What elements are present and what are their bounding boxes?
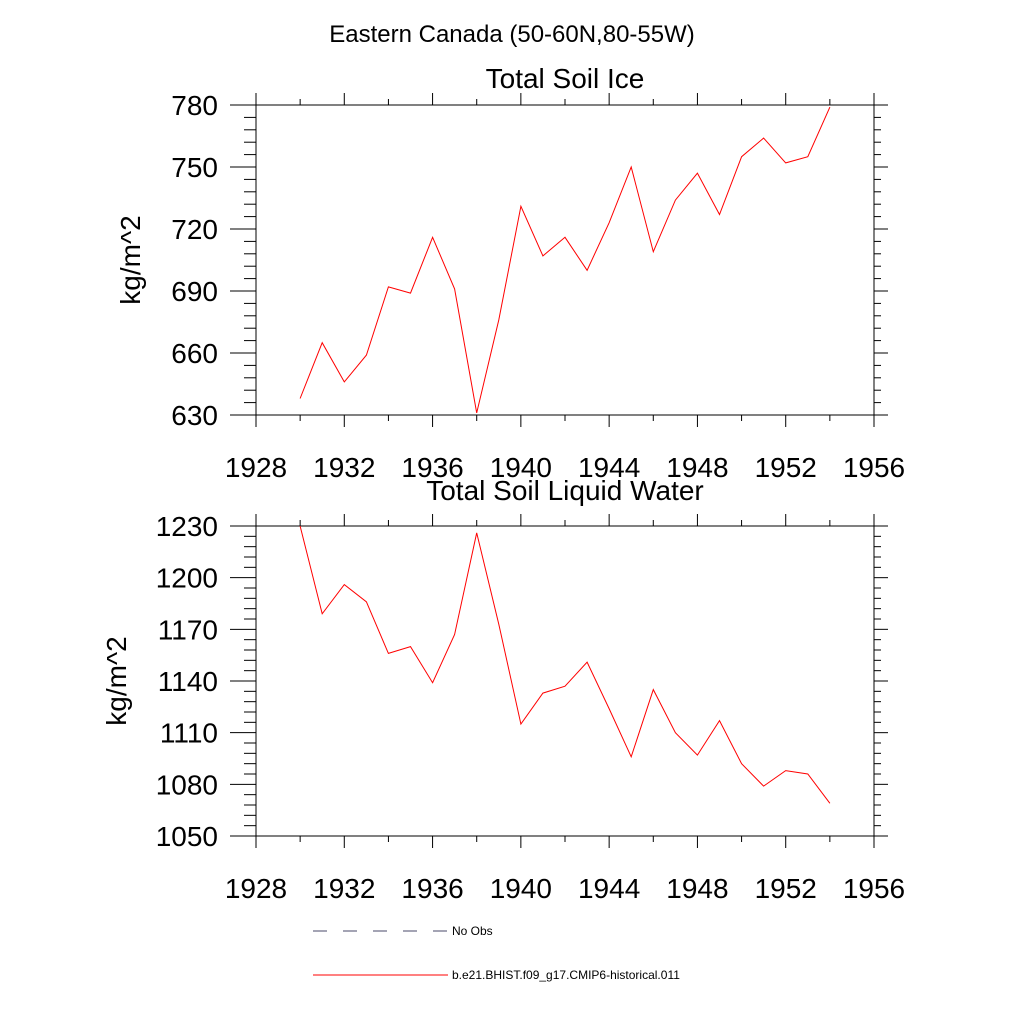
legend: No Obs b.e21.BHIST.f09_g17.CMIP6-histori… [313, 924, 680, 982]
series-line [299, 525, 831, 804]
y-tick-label: 1200 [156, 563, 218, 594]
x-tick-label: 1932 [313, 452, 375, 483]
x-tick-label: 1936 [401, 452, 463, 483]
x-tick-label: 1956 [843, 873, 905, 904]
figure-title: Eastern Canada (50-60N,80-55W) [329, 21, 695, 48]
chart-title: Total Soil Ice [486, 63, 645, 94]
series-line [299, 106, 831, 414]
soil-liquid-water-panel: Total Soil Liquid Water kg/m^2 1928 1932 193… [101, 475, 905, 904]
y-axis-label: kg/m^2 [115, 215, 146, 304]
x-tick-label: 1952 [755, 873, 817, 904]
plot-frame [255, 104, 875, 416]
soil-ice-panel: Total Soil Ice kg/m^2 1928 1932 1936 1940 1944… [115, 63, 905, 483]
chart-title: Total Soil Liquid Water [426, 475, 704, 506]
x-tick-label: 1940 [490, 873, 552, 904]
x-tick-label: 1956 [843, 452, 905, 483]
y-tick-label: 720 [171, 214, 218, 245]
x-tick-label: 1944 [578, 873, 640, 904]
x-tick-label: 1948 [666, 452, 728, 483]
x-tick-label: 1928 [225, 873, 287, 904]
x-tick-label: 1940 [490, 452, 552, 483]
y-tick-label: 690 [171, 276, 218, 307]
y-axis-label: kg/m^2 [101, 636, 132, 725]
y-tick-label: 630 [171, 400, 218, 431]
y-tick-label: 1170 [158, 614, 218, 645]
x-tick-label: 1928 [225, 452, 287, 483]
x-tick-label: 1944 [578, 452, 640, 483]
x-tick-label: 1936 [401, 873, 463, 904]
x-tick-label: 1932 [313, 873, 375, 904]
y-tick-label: 1230 [156, 511, 218, 542]
y-tick-label: 750 [171, 152, 218, 183]
y-tick-label: 780 [171, 90, 218, 121]
legend-label-model: b.e21.BHIST.f09_g17.CMIP6-historical.011 [452, 968, 680, 982]
y-tick-label: 1080 [156, 769, 218, 800]
plot-frame [255, 525, 875, 837]
x-tick-label: 1952 [755, 452, 817, 483]
y-tick-label: 1110 [160, 718, 218, 749]
y-tick-label: 660 [171, 338, 218, 369]
y-tick-label: 1050 [156, 821, 218, 852]
x-tick-label: 1948 [666, 873, 728, 904]
legend-label-no-obs: No Obs [452, 924, 493, 938]
y-tick-label: 1140 [158, 666, 218, 697]
